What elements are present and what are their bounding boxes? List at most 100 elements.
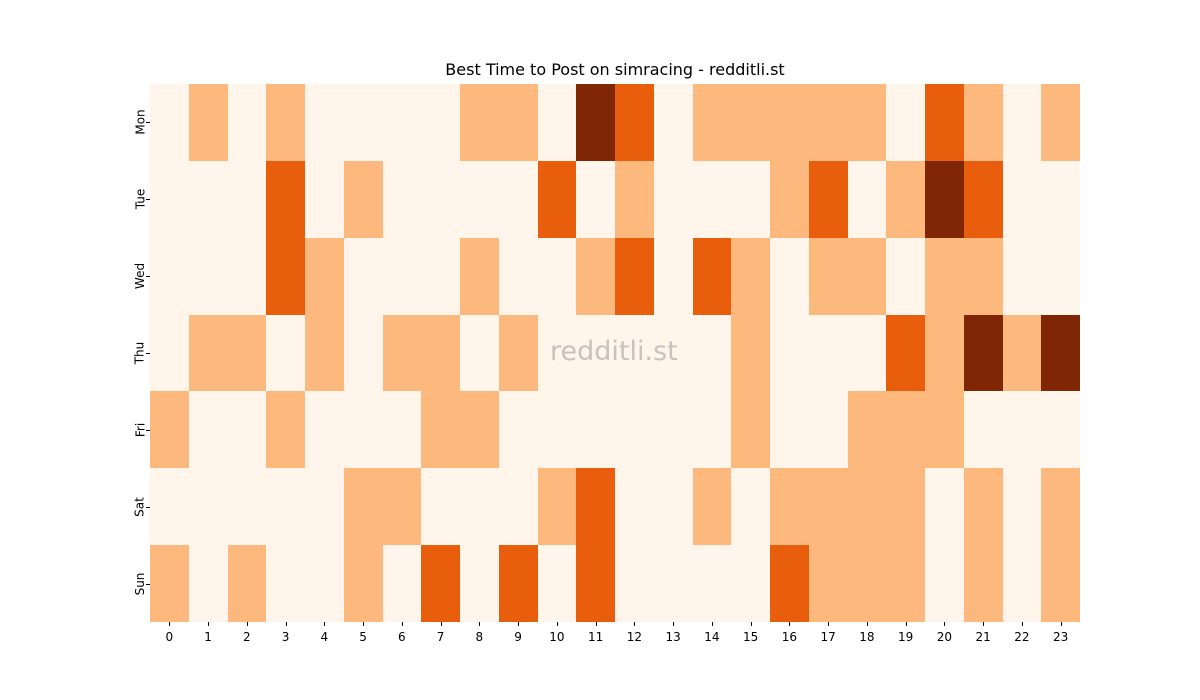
heatmap-cell [421, 160, 460, 238]
x-tick-label: 8 [475, 630, 484, 644]
heatmap-cell [1002, 237, 1042, 315]
heatmap-cell [963, 468, 1003, 546]
heatmap-cell [227, 391, 267, 469]
x-tick-label: 4 [320, 630, 329, 644]
heatmap-cell [382, 314, 422, 392]
heatmap-cell [731, 545, 770, 622]
heatmap-cell [188, 314, 228, 392]
heatmap-cell [886, 545, 925, 622]
heatmap-cell [460, 545, 499, 622]
y-tick-label: Thu [133, 341, 147, 365]
heatmap-cell [188, 545, 228, 622]
x-tick-label: 0 [165, 630, 174, 644]
heatmap-cell [1002, 314, 1042, 392]
heatmap-cell [382, 84, 422, 161]
heatmap-cell [963, 314, 1003, 392]
heatmap-cell [537, 84, 577, 161]
heatmap-cell [460, 468, 499, 546]
heatmap-cell [615, 237, 654, 315]
heatmap-cell [305, 160, 344, 238]
heatmap-cell [188, 160, 228, 238]
heatmap-cell [150, 160, 189, 238]
x-tick-label: 20 [936, 630, 953, 644]
heatmap-cell [498, 84, 538, 161]
heatmap-cell [305, 84, 344, 161]
heatmap-cell [421, 237, 460, 315]
heatmap-cell [188, 391, 228, 469]
heatmap-cell [886, 314, 925, 392]
heatmap-cell [576, 84, 615, 161]
x-tick-label: 16 [781, 630, 798, 644]
heatmap-cell [615, 468, 654, 546]
heatmap-cell [421, 84, 460, 161]
heatmap-cell [615, 314, 654, 392]
y-tick-label: Sun [133, 572, 147, 595]
heatmap-cell [1041, 545, 1080, 622]
heatmap-cell [653, 314, 693, 392]
x-tick-label: 21 [975, 630, 991, 644]
heatmap-cell [1002, 84, 1042, 161]
heatmap-cell [266, 545, 305, 622]
heatmap-cell [1041, 468, 1080, 546]
heatmap-cell [653, 468, 693, 546]
heatmap-cell [692, 545, 732, 622]
heatmap-cell [615, 84, 654, 161]
heatmap-cell [576, 160, 615, 238]
heatmap-cell [808, 468, 848, 546]
heatmap-cell [770, 160, 809, 238]
heatmap-cell [692, 391, 732, 469]
heatmap-cell [343, 391, 383, 469]
heatmap-cell [498, 468, 538, 546]
heatmap-cell [731, 468, 770, 546]
heatmap-cell [150, 237, 189, 315]
heatmap-cell [576, 545, 615, 622]
heatmap-cell [886, 160, 925, 238]
heatmap-cell [847, 84, 887, 161]
heatmap-cell [421, 314, 460, 392]
heatmap-cell [808, 84, 848, 161]
watermark: redditli.st [550, 336, 678, 367]
heatmap-cell [847, 468, 887, 546]
heatmap-cell [847, 314, 887, 392]
x-tick-label: 17 [820, 630, 836, 644]
heatmap-cell [1002, 468, 1042, 546]
x-tick-label: 7 [436, 630, 445, 644]
heatmap-cell [653, 160, 693, 238]
heatmap-cell [227, 84, 267, 161]
x-tick-label: 2 [243, 630, 251, 644]
heatmap-cell [692, 160, 732, 238]
heatmap-cell [847, 160, 887, 238]
heatmap-cell [227, 468, 267, 546]
x-tick-label: 18 [859, 630, 875, 644]
heatmap-cell [963, 160, 1003, 238]
heatmap-cell [847, 545, 887, 622]
heatmap-cell [460, 237, 499, 315]
y-tick-label: Tue [133, 189, 147, 210]
x-tick-label: 22 [1014, 630, 1030, 644]
heatmap-cell [498, 545, 538, 622]
heatmap-cell [150, 545, 189, 622]
heatmap-cell [1041, 84, 1080, 161]
x-tick-label: 14 [704, 630, 720, 644]
heatmap-cell [498, 314, 538, 392]
heatmap-cell [770, 468, 809, 546]
heatmap-cell [963, 391, 1003, 469]
heatmap-cell [692, 84, 732, 161]
heatmap-cell [305, 237, 344, 315]
y-tick-label: Wed [133, 263, 147, 290]
heatmap-cell [925, 84, 964, 161]
heatmap-cell [305, 545, 344, 622]
heatmap-cell [421, 391, 460, 469]
heatmap-cell [808, 391, 848, 469]
x-tick-label: 23 [1052, 630, 1069, 644]
x-tick-label: 1 [204, 630, 212, 644]
heatmap-cell [653, 545, 693, 622]
heatmap-cell [305, 468, 344, 546]
heatmap-cell [886, 84, 925, 161]
heatmap-cell [963, 237, 1003, 315]
heatmap-cell [576, 391, 615, 469]
heatmap-cell [847, 391, 887, 469]
heatmap-cell [382, 160, 422, 238]
heatmap-cell [266, 314, 305, 392]
heatmap-cell [498, 160, 538, 238]
